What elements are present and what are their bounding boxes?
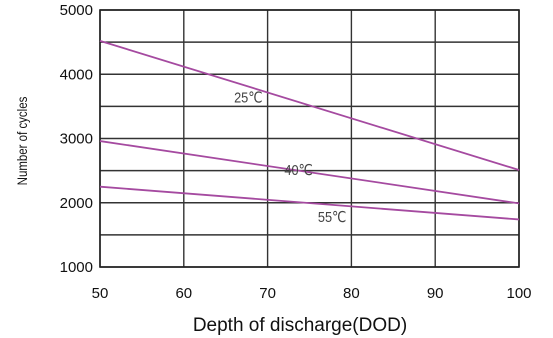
series-line-0: [99, 39, 520, 171]
plot-frame: [99, 9, 520, 268]
x-tick-labels: 50 60 70 80 90 100: [92, 285, 532, 302]
x-tick-label-80: 80: [343, 285, 360, 302]
series-labels: 25℃ 40℃ 55℃: [234, 89, 346, 226]
series-line-2: [99, 185, 520, 221]
series-label-1: 40℃: [284, 161, 312, 178]
series-label-0: 25℃: [234, 89, 262, 106]
plot-border: [99, 9, 520, 268]
y-axis-label: Number of cycles: [14, 97, 30, 186]
grid: [99, 9, 520, 268]
x-axis-label: Depth of discharge(DOD): [193, 315, 407, 336]
y-tick-label-2000: 2000: [60, 195, 93, 212]
y-tick-label-3000: 3000: [60, 131, 93, 148]
series-label-2: 55℃: [318, 208, 346, 225]
y-tick-label-5000: 5000: [60, 2, 93, 19]
x-tick-label-90: 90: [427, 285, 444, 302]
x-tick-label-100: 100: [506, 285, 531, 302]
y-tick-labels: 1000 2000 3000 4000 5000: [60, 2, 93, 276]
x-tick-label-70: 70: [259, 285, 276, 302]
x-tick-label-60: 60: [175, 285, 192, 302]
series-lines: [99, 39, 520, 221]
y-tick-label-4000: 4000: [60, 66, 93, 83]
series-line-1: [99, 140, 520, 205]
x-tick-label-50: 50: [92, 285, 109, 302]
y-tick-label-1000: 1000: [60, 259, 93, 276]
